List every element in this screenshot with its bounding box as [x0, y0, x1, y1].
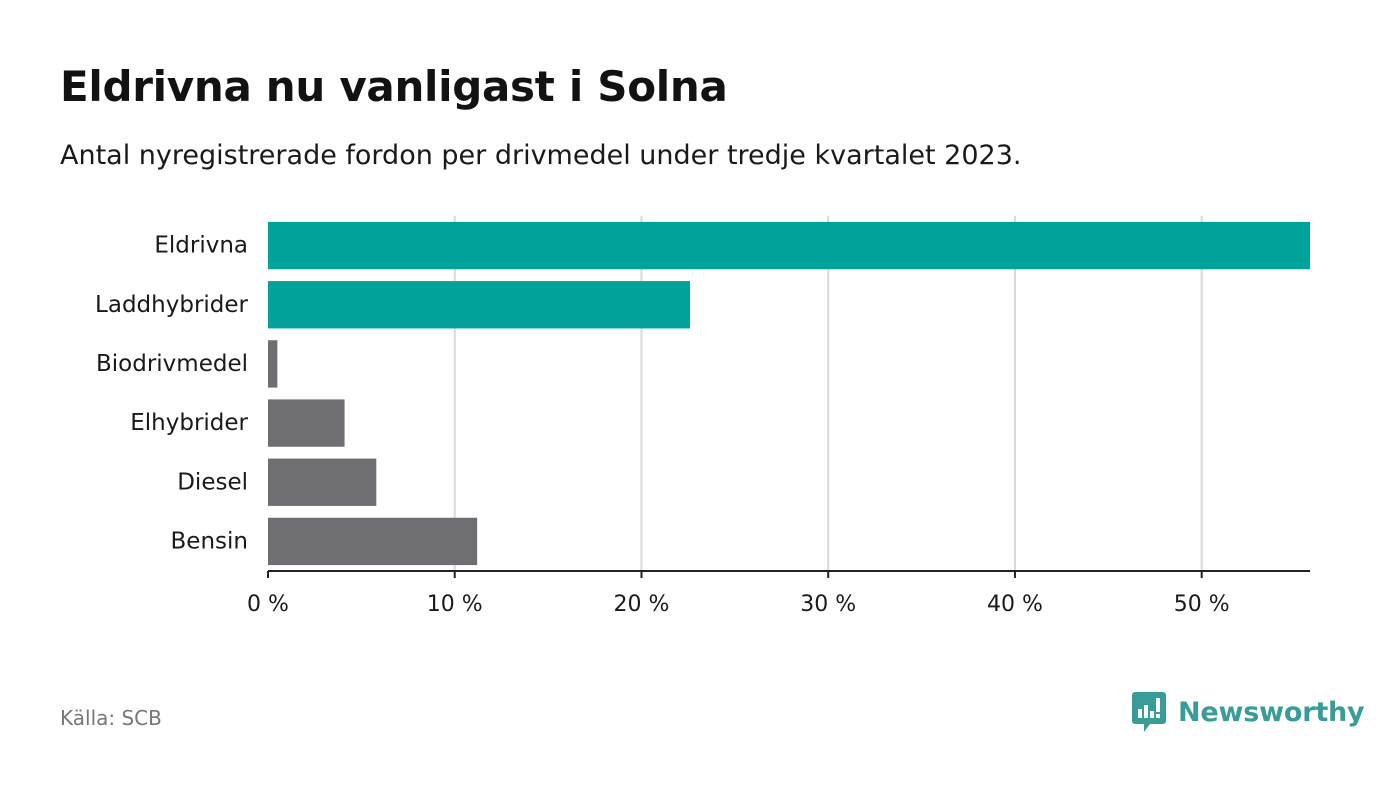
chart-subtitle: Antal nyregistrerade fordon per drivmede…	[60, 140, 1022, 171]
newsworthy-logo[interactable]: Newsworthy	[1132, 692, 1365, 732]
x-axis: 0 % 10 % 20 % 30 % 40 % 50 %	[247, 570, 1310, 617]
x-tick-label-50: 50 %	[1174, 592, 1230, 617]
bars	[268, 221, 1310, 566]
newsworthy-logo-icon	[1132, 692, 1166, 732]
bar-diesel[interactable]	[268, 458, 377, 506]
gridlines	[453, 216, 1203, 571]
x-tick-label-0: 0 %	[247, 592, 289, 617]
category-labels: Eldrivna Laddhybrider Biodrivmedel Elhybrid…	[95, 233, 248, 555]
bar-biodrivmedel[interactable]	[268, 340, 278, 388]
category-label-biodrivmedel: Biodrivmedel	[96, 351, 248, 377]
x-tick-label-40: 40 %	[987, 592, 1043, 617]
bar-eldrivna[interactable]	[268, 221, 1310, 270]
category-label-elhybrider: Elhybrider	[130, 410, 248, 436]
x-tick-label-30: 30 %	[800, 592, 856, 617]
x-tick-label-20: 20 %	[614, 592, 670, 617]
bar-bensin[interactable]	[268, 517, 478, 566]
bar-elhybrider[interactable]	[268, 399, 345, 447]
bar-laddhybrider[interactable]	[268, 281, 691, 329]
chart-title: Eldrivna nu vanligast i Solna	[60, 62, 728, 111]
x-tick-label-10: 10 %	[427, 592, 483, 617]
category-label-diesel: Diesel	[177, 469, 248, 495]
category-label-laddhybrider: Laddhybrider	[95, 292, 248, 318]
source-note: Källa: SCB	[60, 706, 162, 730]
category-label-bensin: Bensin	[171, 528, 248, 554]
category-label-eldrivna: Eldrivna	[154, 233, 248, 259]
brand-name: Newsworthy	[1178, 696, 1365, 728]
